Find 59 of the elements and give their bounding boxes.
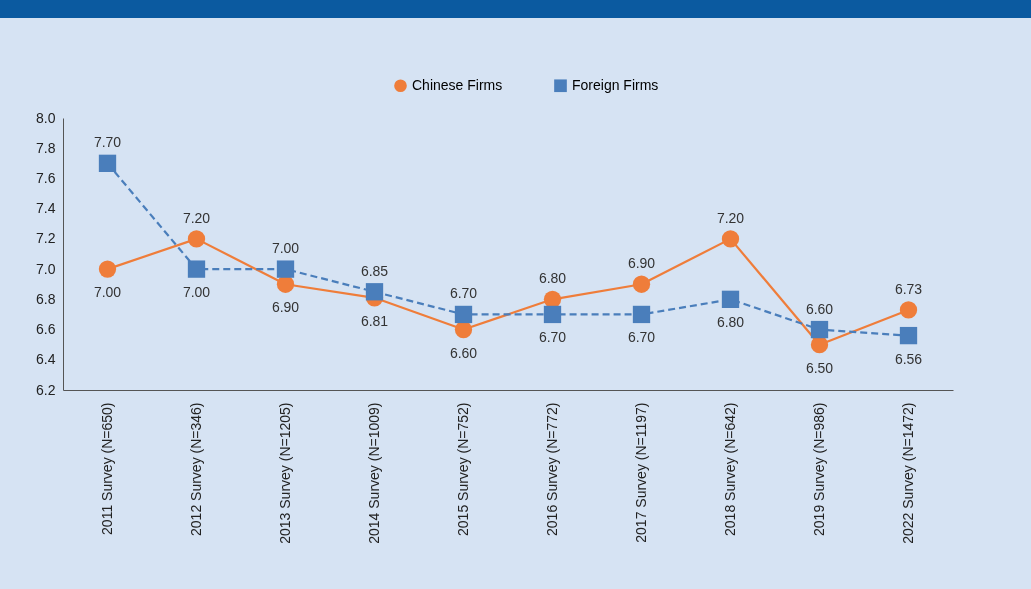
- data-label: 6.85: [360, 262, 389, 279]
- point: [454, 305, 473, 324]
- y-tick-label: 8.0: [36, 109, 56, 126]
- y-tick-label: 6.6: [36, 321, 56, 338]
- point: [543, 305, 562, 324]
- data-label: 7.00: [271, 240, 300, 257]
- data-label: 7.70: [93, 134, 122, 151]
- point: [810, 320, 829, 339]
- data-label: 6.80: [716, 314, 745, 331]
- y-tick-label: 6.2: [36, 381, 56, 398]
- x-tick-label: 2019 Survey (N=986): [811, 402, 827, 536]
- x-tick-label: 2022 Survey (N=1472): [900, 402, 916, 544]
- point: [543, 290, 562, 308]
- point: [632, 305, 651, 324]
- data-label: 6.50: [805, 359, 834, 376]
- point: [187, 260, 206, 278]
- y-tick-label: 6.4: [36, 351, 56, 368]
- point: [98, 154, 117, 172]
- x-tick-label: 2018 Survey (N=642): [722, 402, 738, 536]
- data-label: 6.70: [538, 329, 567, 346]
- x-tick-label: 2012 Survey (N=346): [188, 402, 204, 536]
- point: [632, 275, 651, 293]
- x-tick-label: 2014 Survey (N=1009): [366, 402, 382, 544]
- data-label: 7.20: [716, 209, 745, 226]
- y-tick-label: 7.4: [36, 200, 56, 217]
- data-label: 6.81: [360, 312, 389, 329]
- data-label: 6.60: [449, 344, 478, 361]
- point: [721, 290, 740, 308]
- y-tick-label: 7.8: [36, 139, 56, 156]
- point: [365, 283, 384, 301]
- data-label: 6.73: [894, 280, 923, 297]
- x-tick-label: 2015 Survey (N=752): [455, 402, 471, 536]
- data-label: 6.60: [805, 300, 834, 317]
- legend-label: Foreign Firms: [572, 76, 659, 93]
- legend-label: Chinese Firms: [412, 76, 503, 93]
- data-label: 6.90: [627, 255, 656, 272]
- point: [276, 260, 295, 278]
- data-label: 6.80: [538, 270, 567, 287]
- data-label: 6.90: [271, 299, 300, 316]
- data-label: 7.20: [182, 209, 211, 226]
- point: [98, 260, 117, 278]
- data-label: 7.00: [93, 284, 122, 301]
- y-tick-label: 7.0: [36, 260, 56, 277]
- y-tick-label: 7.2: [36, 230, 56, 247]
- point: [187, 230, 206, 248]
- point: [899, 326, 918, 345]
- y-tick-label: 7.6: [36, 169, 56, 186]
- x-tick-label: 2017 Survey (N=1197): [633, 402, 649, 543]
- x-tick-label: 2013 Survey (N=1205): [277, 402, 293, 544]
- data-label: 6.70: [627, 329, 656, 346]
- x-tick-label: 2016 Survey (N=772): [544, 402, 560, 536]
- point: [810, 336, 829, 354]
- data-label: 6.56: [894, 350, 923, 367]
- point: [899, 301, 918, 319]
- point: [721, 230, 740, 248]
- x-tick-label: 2011 Survey (N=650): [99, 402, 115, 535]
- data-label: 7.00: [182, 284, 211, 301]
- data-label: 6.70: [449, 285, 478, 302]
- y-tick-label: 6.8: [36, 290, 56, 307]
